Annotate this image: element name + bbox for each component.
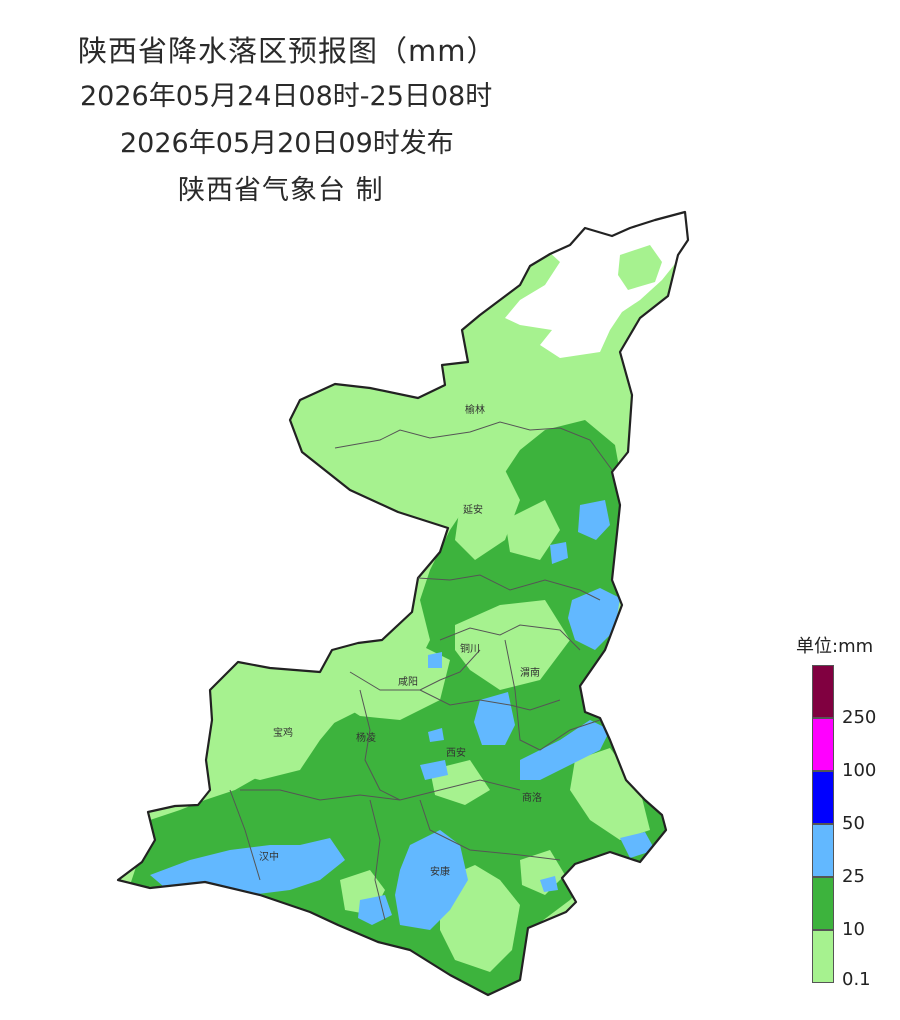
issue-time: 2026年05月20日09时发布 [120,128,454,159]
legend-tick: 250 [842,707,877,728]
heavy-rain-patch [568,588,620,650]
heavy-rain-patch [578,500,610,540]
legend-swatch [812,930,834,983]
heavy-rain-patch [428,728,444,742]
city-label-hanzhong: 汉中 [259,850,279,863]
light-rain-patch [455,600,570,690]
light-rain-patch [205,665,345,780]
light-rain-patch [505,500,560,560]
light-rain-patch [330,640,450,720]
heavy-rain-patch [540,876,558,892]
legend-swatch [812,771,834,824]
city-label-tongchuan: 铜川 [460,643,480,655]
province-boundary [116,210,690,997]
heavy-rain-patch [420,760,448,780]
legend-tick: 25 [842,866,865,887]
city-labels: 榆林 延安 铜川 咸阳 渭南 宝鸡 杨凌 西安 商洛 汉中 安康 [259,403,542,878]
city-label-xianyang: 咸阳 [398,676,418,688]
city-label-yanan: 延安 [463,503,483,516]
city-label-shangluo: 商洛 [522,791,542,804]
legend-swatch [812,718,834,771]
heavy-rain-patch [150,838,345,895]
city-label-xian: 西安 [446,746,466,759]
heavy-rain-patch [395,830,468,930]
legend-title: 单位:mm [796,636,874,657]
city-label-yulin: 榆林 [465,403,485,416]
legend-tick: 100 [842,760,877,781]
light-rain-patch [570,748,650,840]
legend-swatch [812,824,834,877]
heavy-rain-patch [358,895,392,925]
light-rain-patch [455,470,520,560]
city-label-baoji: 宝鸡 [273,726,293,739]
legend-tick: 0.1 [842,969,871,990]
light-rain-patch [618,245,662,290]
heavy-rain-patch [428,652,442,668]
precipitation-legend: 单位:mm 0.1 250 100 50 25 10 [790,628,895,998]
heavy-rain-patch [520,720,610,780]
heavy-rain-patch [474,692,515,745]
city-label-ankang: 安康 [430,865,450,878]
legend-swatch [812,665,834,718]
legend-tick: 10 [842,919,865,940]
valid-period: 2026年05月24日08时-25日08时 [80,81,493,112]
city-boundaries [229,421,613,921]
city-label-weinan: 渭南 [520,666,540,679]
heavy-rain-patch [550,542,568,564]
city-label-yangling: 杨凌 [356,731,376,744]
producer: 陕西省气象台 制 [178,175,384,206]
heavy-rain-patch [620,832,655,858]
legend-swatch [812,877,834,930]
legend-tick: 50 [842,813,865,834]
map-title: 陕西省降水落区预报图（mm） [78,34,497,68]
